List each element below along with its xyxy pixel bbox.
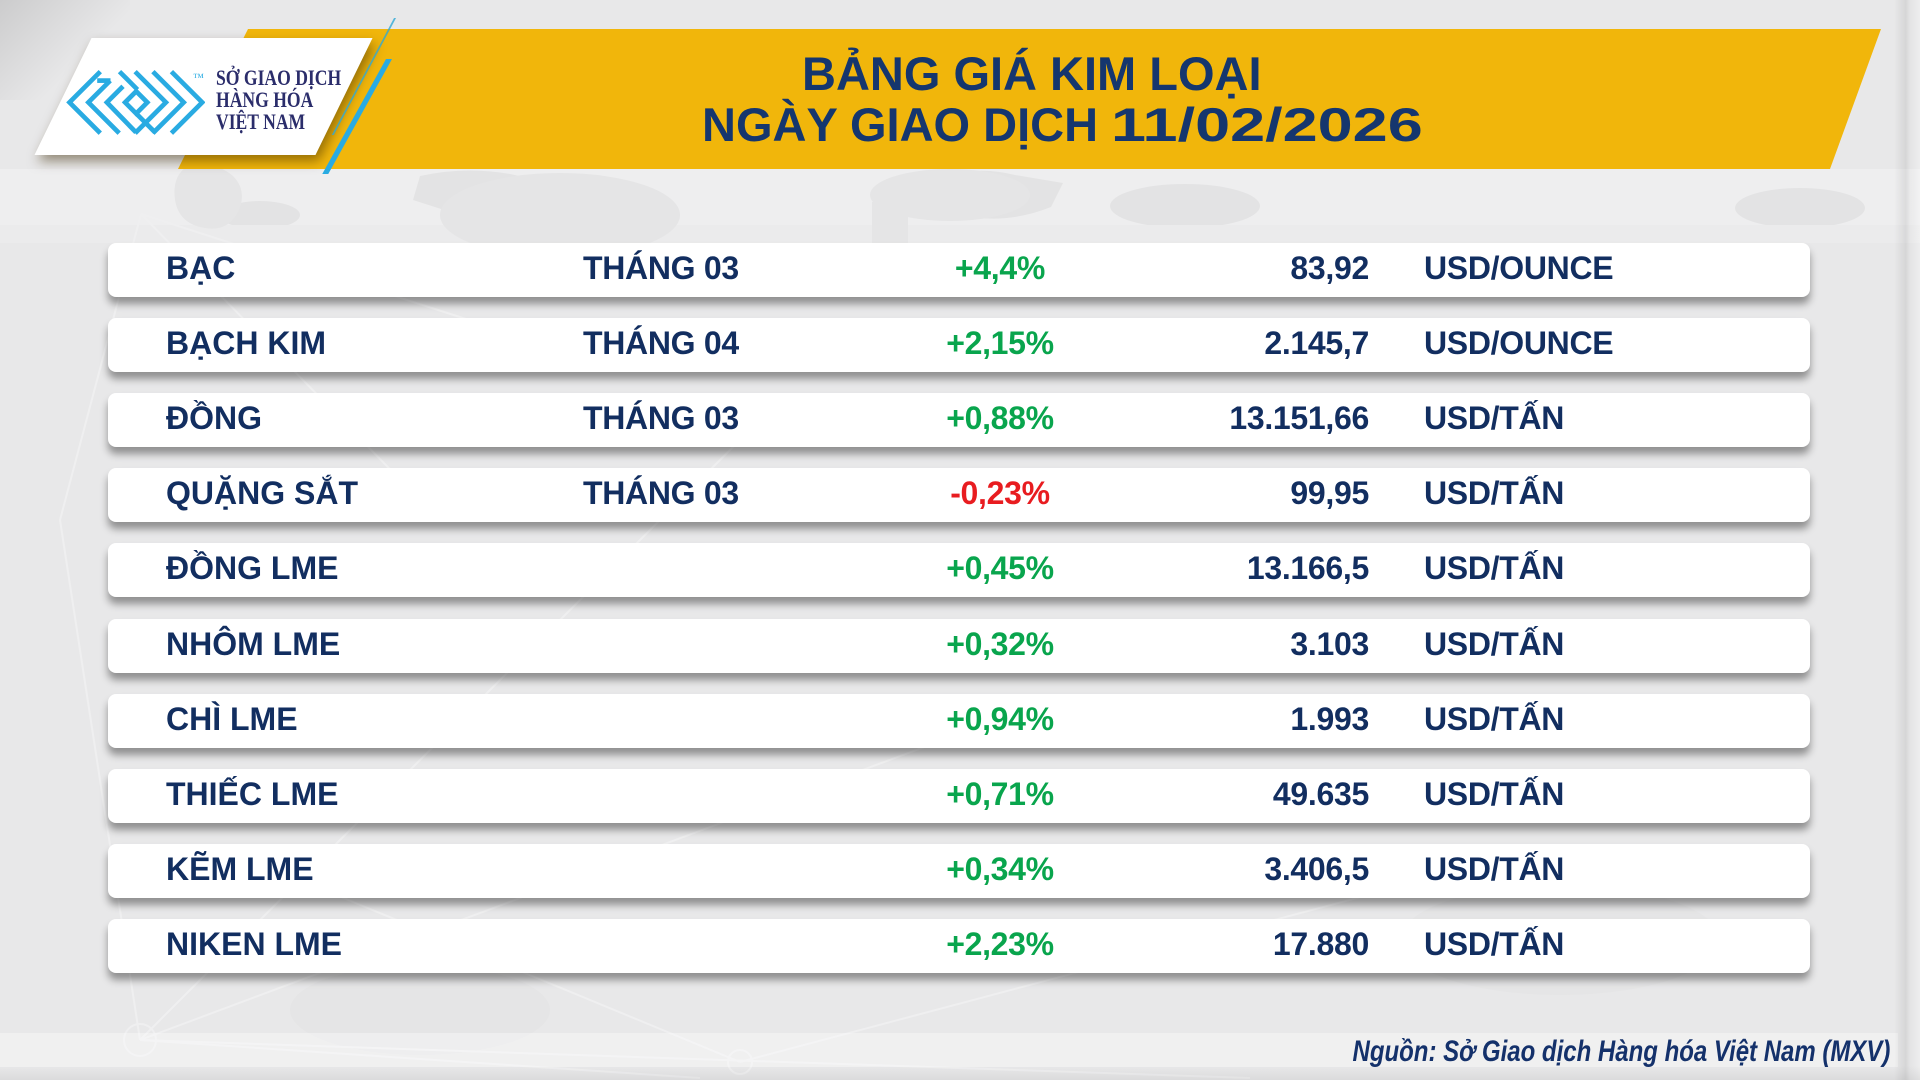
svg-text:™: ™ bbox=[193, 72, 204, 84]
